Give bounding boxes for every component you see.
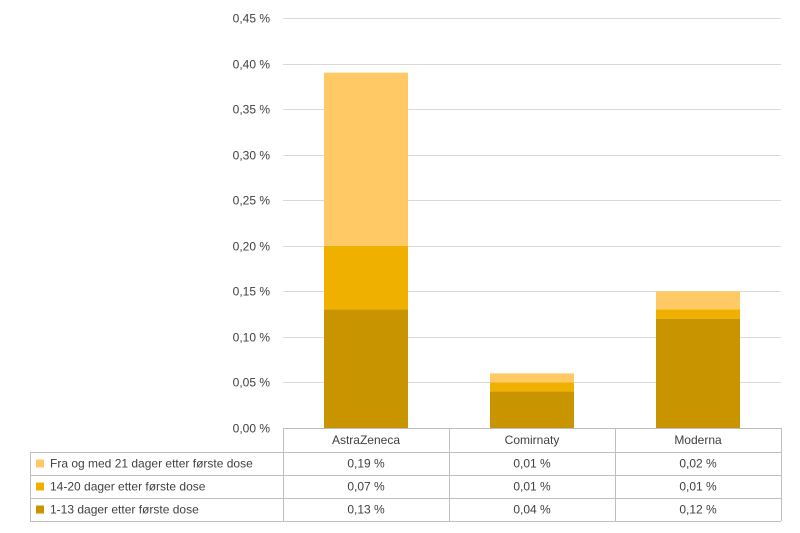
- legend-label: 14-20 dager etter første dose: [50, 480, 206, 494]
- y-tick-label: 0,15 %: [233, 285, 271, 299]
- legend-swatch: [36, 459, 44, 468]
- legend-swatch: [36, 505, 44, 514]
- legend-swatch: [36, 482, 44, 491]
- data-value-label: 0,04 %: [513, 503, 551, 517]
- y-tick-label: 0,05 %: [233, 376, 271, 390]
- data-value-label: 0,19 %: [347, 457, 385, 471]
- category-label: Comirnaty: [505, 433, 560, 447]
- bar-segment: [490, 391, 574, 428]
- y-tick-label: 0,00 %: [233, 422, 271, 436]
- y-tick-label: 0,35 %: [233, 103, 271, 117]
- bar-segment: [490, 382, 574, 392]
- data-value-label: 0,01 %: [513, 457, 551, 471]
- y-tick-label: 0,25 %: [233, 194, 271, 208]
- bar-segment: [324, 245, 408, 310]
- data-value-label: 0,07 %: [347, 480, 385, 494]
- data-value-label: 0,02 %: [679, 457, 717, 471]
- legend-label: 1-13 dager etter første dose: [50, 503, 199, 517]
- bar-segment: [656, 318, 740, 428]
- y-tick-label: 0,20 %: [233, 240, 271, 254]
- y-tick-label: 0,45 %: [233, 12, 271, 26]
- data-value-label: 0,13 %: [347, 503, 385, 517]
- bar-segment: [656, 309, 740, 319]
- bar-segment: [324, 72, 408, 246]
- data-value-label: 0,01 %: [679, 480, 717, 494]
- bar-segment: [490, 373, 574, 383]
- bar-segment: [324, 309, 408, 428]
- data-value-label: 0,01 %: [513, 480, 551, 494]
- y-tick-label: 0,40 %: [233, 58, 271, 72]
- y-tick-label: 0,10 %: [233, 331, 271, 345]
- legend-label: Fra og med 21 dager etter første dose: [50, 457, 253, 471]
- category-label: AstraZeneca: [332, 433, 400, 447]
- y-tick-label: 0,30 %: [233, 149, 271, 163]
- data-value-label: 0,12 %: [679, 503, 717, 517]
- category-label: Moderna: [674, 433, 722, 447]
- bar-segment: [656, 291, 740, 310]
